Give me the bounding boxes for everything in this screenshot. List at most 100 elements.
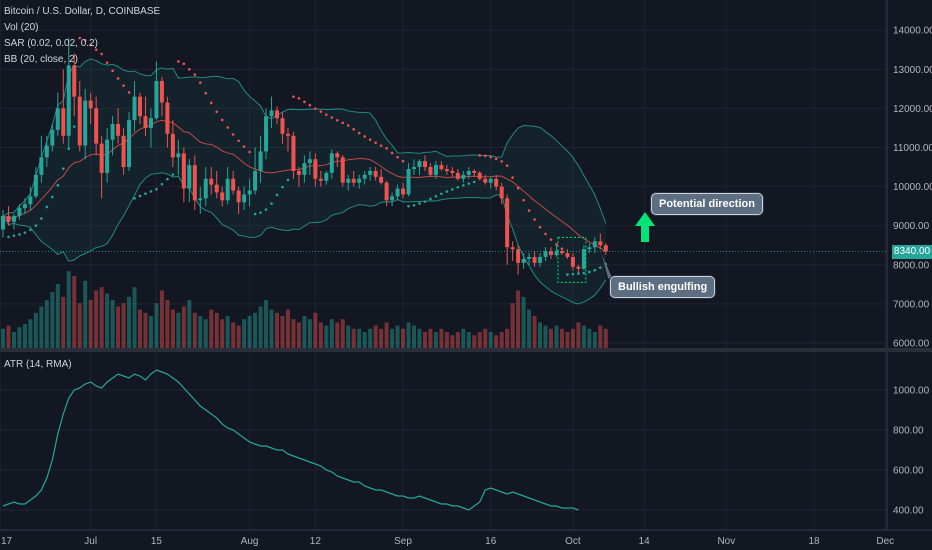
- volume-bar: [242, 319, 247, 348]
- volume-bar: [505, 328, 510, 348]
- volume-bar: [516, 290, 521, 348]
- volume-bar: [39, 306, 44, 348]
- sar-dot: [149, 190, 153, 193]
- candle-body: [170, 133, 175, 158]
- volume-bar: [66, 271, 71, 348]
- sar-dot: [494, 157, 498, 161]
- volume-bar: [77, 303, 82, 348]
- candle-body: [94, 108, 99, 144]
- sar-dot: [281, 185, 284, 189]
- candle-body: [477, 172, 482, 179]
- candle-body: [527, 256, 532, 259]
- sar-dot: [577, 272, 580, 275]
- candle-body: [598, 241, 603, 246]
- sar-dot: [138, 194, 142, 198]
- volume-bar: [302, 316, 307, 348]
- volume-bar: [384, 322, 389, 348]
- sar-dot: [533, 218, 536, 221]
- volume-bar: [55, 284, 60, 348]
- sar-dot: [401, 159, 405, 163]
- sar-dot: [171, 173, 175, 176]
- sar-dot: [292, 95, 295, 98]
- candle-body: [417, 161, 422, 168]
- volume-bar: [433, 332, 438, 348]
- sar-dot: [264, 208, 268, 211]
- sar-dot: [544, 232, 547, 236]
- candle-body: [247, 190, 252, 195]
- volume-bar: [88, 300, 93, 348]
- legend-sar[interactable]: SAR (0.02, 0.02, 0.2): [4, 38, 98, 49]
- candle-body: [159, 81, 164, 103]
- volume-bar: [110, 300, 115, 348]
- sar-dot: [155, 187, 158, 191]
- candle-body: [401, 188, 406, 195]
- candle-body: [494, 178, 499, 187]
- volume-bar: [187, 300, 192, 348]
- candle-body: [22, 204, 27, 209]
- sar-dot: [593, 268, 597, 272]
- time-tick-label: Sep: [394, 536, 412, 547]
- sar-dot: [429, 197, 432, 201]
- time-tick-label: Dec: [876, 536, 894, 547]
- candle-body: [138, 96, 142, 117]
- candle-body: [275, 110, 279, 119]
- volume-bar: [50, 292, 55, 348]
- candle-body: [587, 247, 592, 250]
- sar-dot: [357, 131, 361, 135]
- candle-body: [209, 178, 214, 185]
- volume-bar: [94, 290, 99, 348]
- candle-body: [335, 153, 340, 158]
- candle-body: [488, 178, 493, 183]
- volume-bar: [154, 303, 159, 348]
- candle-body: [285, 133, 290, 136]
- volume-bar: [203, 319, 208, 348]
- time-axis: 17 Jul 15 Aug 12 Sep 16 Oct 14 Nov 18 Dec: [1, 536, 894, 547]
- atr-tick-label: 800.00: [893, 426, 924, 437]
- candle-body: [77, 96, 82, 146]
- sar-dot: [407, 204, 410, 208]
- candle-body: [466, 170, 471, 175]
- candle-body: [461, 174, 466, 179]
- candle-body: [165, 102, 170, 134]
- volume-bar: [549, 328, 553, 348]
- sar-dot: [511, 176, 514, 179]
- candle-body: [538, 256, 543, 263]
- callout-bullish-engulfing[interactable]: Bullish engulfing: [610, 276, 716, 298]
- volume-bar: [214, 312, 219, 348]
- legend-atr[interactable]: ATR (14, RMA): [4, 359, 72, 370]
- sar-dot: [231, 133, 235, 136]
- volume-bar: [335, 322, 340, 348]
- legend-bollinger[interactable]: BB (20, close, 2): [4, 54, 78, 65]
- volume-bar: [225, 316, 230, 348]
- price-tick-label: 7000.00: [893, 299, 930, 310]
- legend-volume[interactable]: Vol (20): [4, 22, 39, 33]
- callout-pointer: [602, 255, 614, 282]
- sar-dot: [29, 228, 32, 232]
- callout-potential-direction[interactable]: Potential direction: [651, 193, 763, 215]
- sar-dot: [100, 52, 103, 56]
- candle-body: [395, 188, 400, 197]
- volume-bar: [291, 319, 296, 348]
- price-axes: 14000.00 13000.00 12000.00 11000.00 10000.00…: [0, 0, 932, 531]
- candle-body: [132, 96, 137, 121]
- legend-symbol[interactable]: Bitcoin / U.S. Dollar, D, COINBASE: [4, 6, 161, 17]
- candle-body: [264, 116, 269, 152]
- volume-bar: [105, 293, 110, 348]
- volume-bar: [592, 332, 597, 348]
- volume-bar: [1, 328, 5, 348]
- candle-body: [570, 256, 575, 267]
- candle-body: [253, 170, 258, 191]
- atr-line: [2, 369, 579, 511]
- sar-dot: [127, 91, 131, 94]
- sar-dot: [78, 36, 82, 40]
- sar-dot: [566, 273, 569, 276]
- sar-dot: [483, 154, 487, 158]
- candle-body: [329, 153, 334, 173]
- volume-bar: [406, 322, 411, 348]
- candle-body: [280, 118, 285, 134]
- sar-dot: [133, 197, 136, 200]
- volume-bar: [143, 312, 148, 348]
- candle-body: [439, 165, 444, 170]
- candle-body: [39, 157, 44, 175]
